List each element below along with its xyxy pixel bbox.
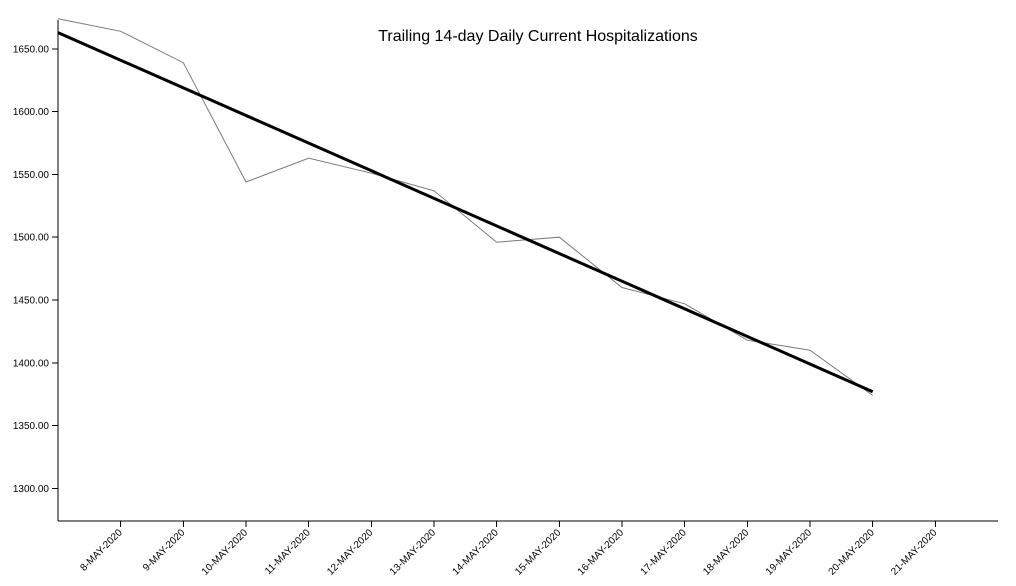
x-tick-label: 15-MAY-2020 xyxy=(513,527,564,578)
x-tick-label: 18-MAY-2020 xyxy=(701,527,752,578)
y-tick-label: 1600.00 xyxy=(13,107,50,118)
y-tick-label: 1400.00 xyxy=(13,358,50,369)
y-tick-label: 1300.00 xyxy=(13,484,50,495)
y-tick-label: 1350.00 xyxy=(13,421,50,432)
x-tick-label: 12-MAY-2020 xyxy=(325,527,376,578)
x-tick-label: 10-MAY-2020 xyxy=(200,527,251,578)
x-tick-label: 21-MAY-2020 xyxy=(889,527,940,578)
x-tick-label: 8-MAY-2020 xyxy=(78,527,125,574)
y-tick-label: 1450.00 xyxy=(13,296,50,307)
series-line-daily-hospitalizations xyxy=(57,18,873,396)
y-tick-label: 1650.00 xyxy=(13,44,50,55)
series-line-trend xyxy=(57,31,874,394)
x-tick-label: 11-MAY-2020 xyxy=(263,527,313,577)
plot-area xyxy=(57,18,874,396)
y-axis: 1300.00 1350.00 1400.00 1450.00 1500.00 1550.… xyxy=(13,20,59,521)
y-tick-label: 1550.00 xyxy=(13,170,50,181)
x-tick-label: 14-MAY-2020 xyxy=(451,527,502,578)
chart-title: Trailing 14-day Daily Current Hospitaliz… xyxy=(378,28,698,45)
x-tick-label: 16-MAY-2020 xyxy=(576,527,627,578)
x-tick-label: 19-MAY-2020 xyxy=(764,527,815,578)
x-tick-label: 20-MAY-2020 xyxy=(827,527,878,578)
x-tick-label: 17-MAY-2020 xyxy=(639,527,690,578)
y-tick-label: 1500.00 xyxy=(13,233,50,244)
x-tick-label: 9-MAY-2020 xyxy=(141,527,188,574)
x-tick-label: 13-MAY-2020 xyxy=(388,527,439,578)
x-axis: 8-MAY-2020 9-MAY-2020 10-MAY-2020 11-MAY-20… xyxy=(58,520,998,578)
